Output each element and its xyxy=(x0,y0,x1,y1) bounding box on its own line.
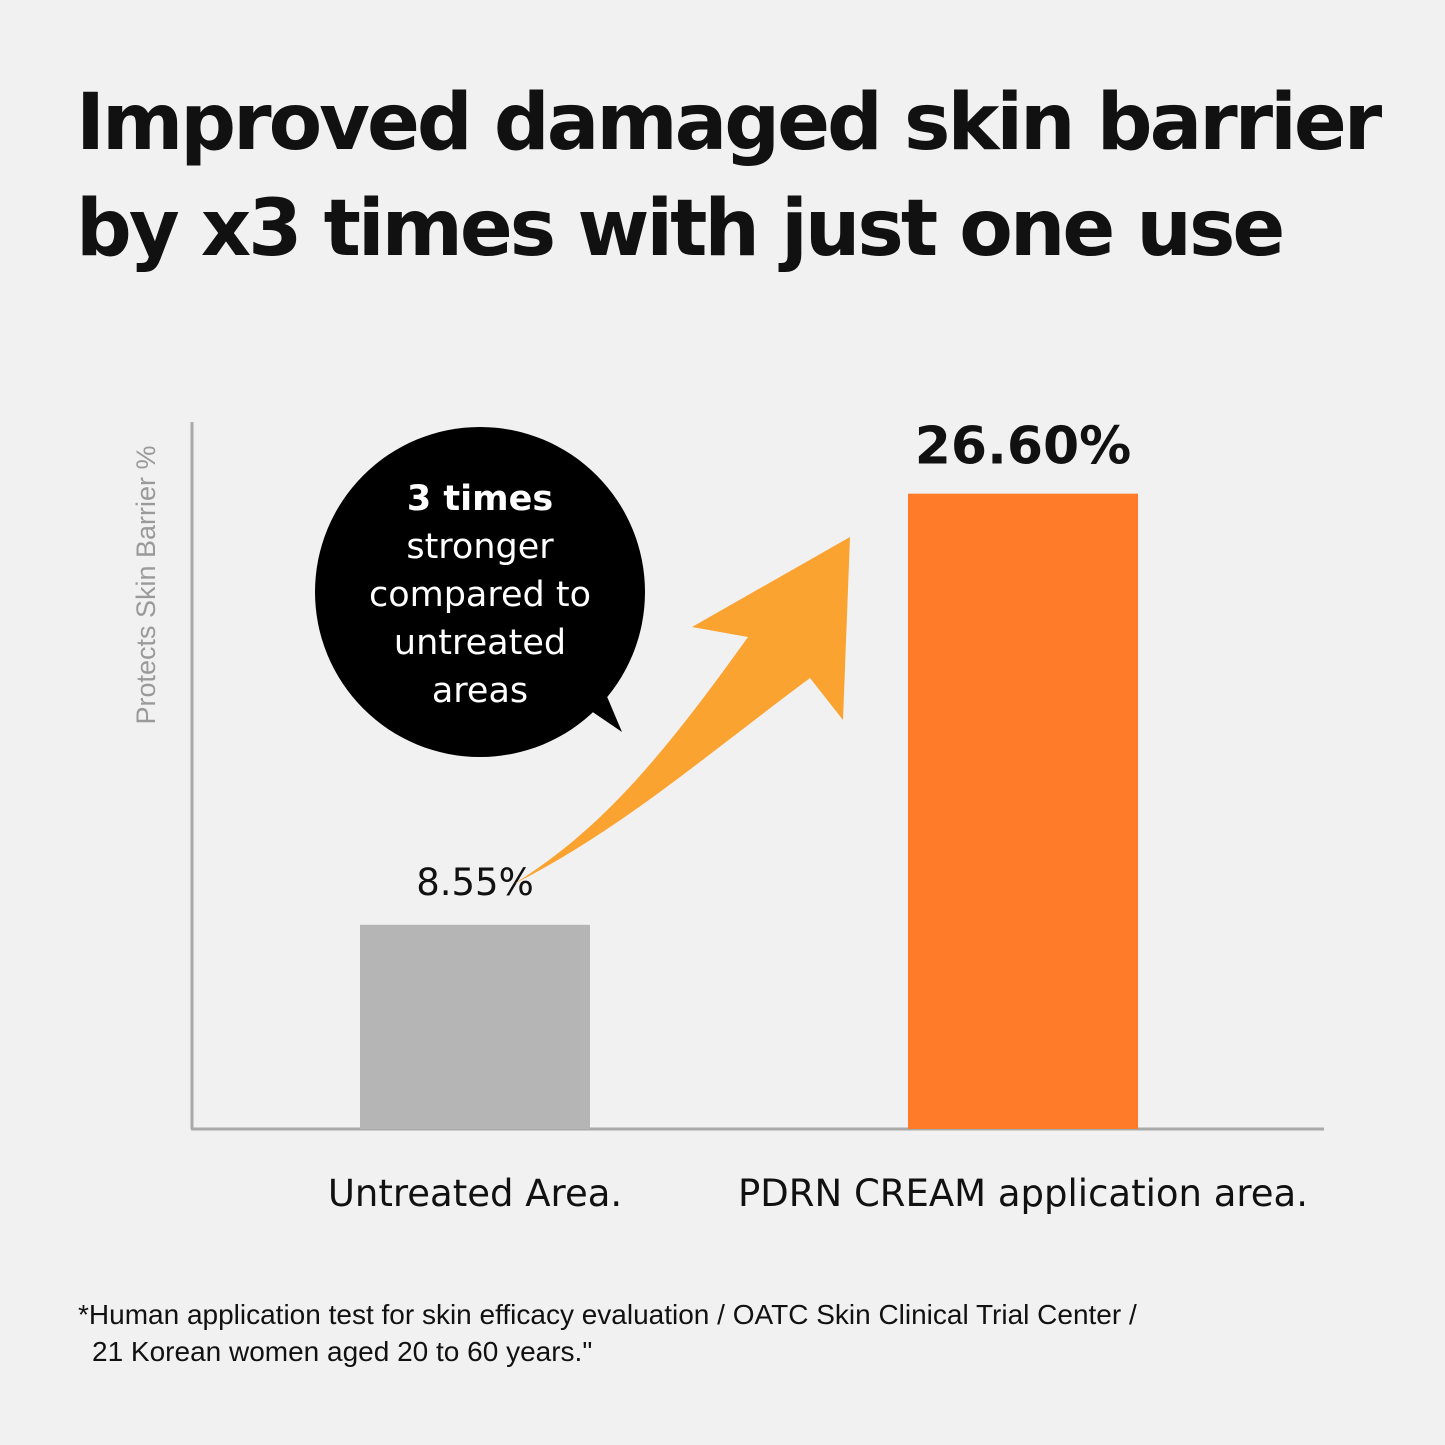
callout-line: stronger xyxy=(406,527,554,567)
footnote-line-1: *Human application test for skin efficac… xyxy=(78,1299,1137,1330)
title-line-2: by x3 times with just one use xyxy=(76,184,1285,274)
bar-2 xyxy=(908,493,1138,1129)
callout-bubble: 3 times stronger compared to untreated areas xyxy=(315,427,645,757)
data-label: 26.60% xyxy=(915,417,1132,477)
y-axis-label: Protects Skin Barrier % xyxy=(131,445,161,724)
bubble-tail xyxy=(575,680,622,732)
bar-1 xyxy=(360,924,590,1129)
increase-arrow xyxy=(514,537,850,884)
page-title: Improved damaged skin barrier by x3 time… xyxy=(76,70,1382,282)
callout-line: 3 times xyxy=(407,479,553,519)
callout-line: compared to xyxy=(369,575,591,615)
footnote: *Human application test for skin efficac… xyxy=(78,1296,1137,1370)
footnote-line-2: 21 Korean women aged 20 to 60 years." xyxy=(92,1336,593,1367)
callout-line: untreated xyxy=(394,623,566,663)
title-line-1: Improved damaged skin barrier xyxy=(76,78,1382,168)
data-label: 8.55% xyxy=(416,861,534,904)
category-label: PDRN CREAM application area. xyxy=(738,1172,1308,1215)
callout-line: areas xyxy=(432,671,528,711)
category-label: Untreated Area. xyxy=(328,1172,622,1215)
